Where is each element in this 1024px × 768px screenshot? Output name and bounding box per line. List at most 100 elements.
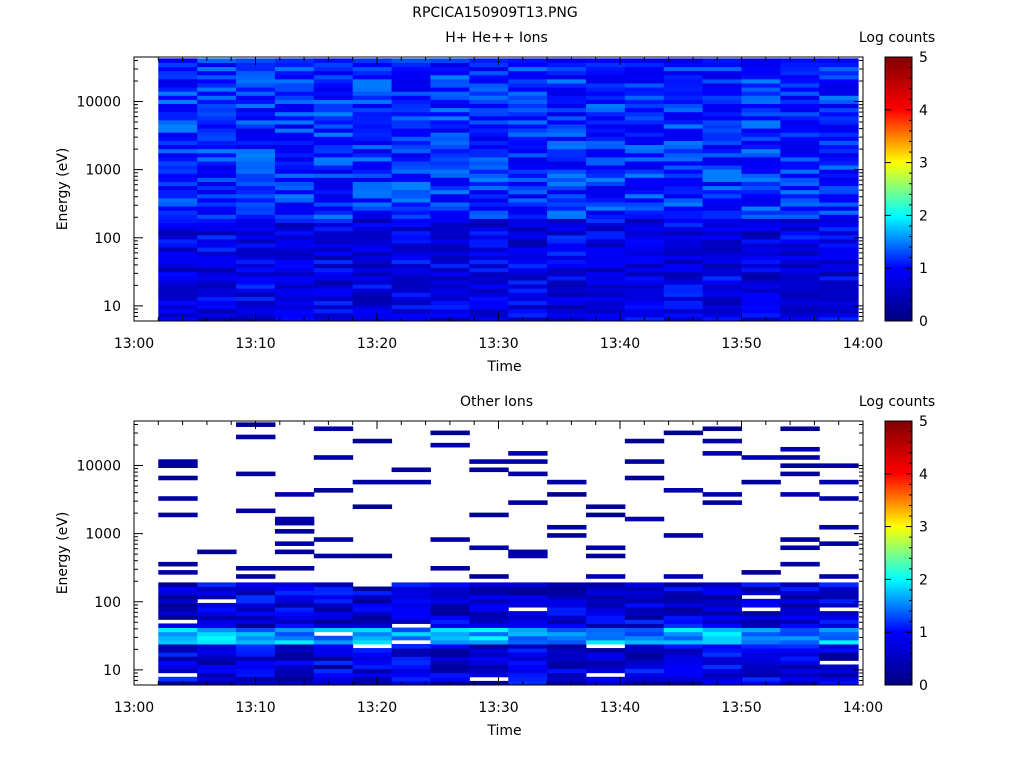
spectrogram-cell [508,234,548,240]
spectrogram-cell [624,78,665,84]
spectrogram-cell [469,271,509,277]
spectrogram-cell [780,623,820,629]
spectrogram-cell [741,656,781,661]
spectrogram-cell [236,271,276,277]
spectrogram-cell [585,132,626,137]
spectrogram-cell [391,91,431,96]
spectrogram-cell [702,598,742,604]
spectrogram-cell [547,173,587,178]
spectrogram-cell [469,664,509,670]
spectrogram-cell [508,251,548,256]
spectrogram-cell [508,181,548,187]
spectrogram-cell [352,218,393,223]
spectrogram-cell [313,66,354,72]
spectrogram-cell [469,230,509,236]
spectrogram-cell [585,652,626,657]
spectrogram-cell [741,87,781,92]
spectrogram-cell [508,132,548,137]
spectrogram-cell [585,91,626,96]
spectrogram-cell [313,234,354,240]
spectrogram-cell [819,279,859,285]
spectrogram-cell [547,652,587,657]
spectrogram-cell [236,615,276,620]
spectrogram-cell [430,668,470,674]
spectrogram-cell [197,144,237,150]
spectrogram-cell [197,288,237,293]
spectrogram-cell [585,259,626,265]
spectrogram-cell [391,78,431,84]
spectrogram-cell [197,95,237,100]
spectrogram-cell [547,275,587,281]
spectrogram-cell [352,479,393,485]
spectrogram-cell [430,243,470,248]
spectrogram-cell [197,91,237,96]
spectrogram-cell [741,627,781,633]
spectrogram-cell [547,304,587,310]
spectrogram-cell [352,58,393,63]
spectrogram-cell [585,222,626,228]
spectrogram-cell [585,230,626,236]
spectrogram-cell [469,308,509,314]
spectrogram-cell [313,259,354,265]
spectrogram-cell [274,119,315,125]
spectrogram-cell [391,169,431,174]
spectrogram-cell [585,304,626,310]
spectrogram-cell [197,218,237,223]
spectrogram-cell [508,288,548,293]
spectrogram-cell [274,173,315,178]
spectrogram-cell [663,177,704,182]
spectrogram-cell [702,124,742,129]
spectrogram-cell [663,218,704,223]
spectrogram-cell [547,210,587,215]
spectrogram-cell [702,111,742,117]
spectrogram-cell [624,247,665,252]
spectrogram-cell [508,292,548,297]
spectrogram-cell [508,627,548,633]
spectrogram-cell [702,582,742,587]
spectrogram-cell [663,226,704,232]
spectrogram-cell [313,169,354,174]
spectrogram-cell [313,177,354,182]
spectrogram-cell [547,267,587,273]
spectrogram-cell [585,189,626,195]
spectrogram-cell [819,463,859,468]
spectrogram-cell [391,181,431,187]
spectrogram-cell [585,238,626,244]
spectrogram-cell [158,70,198,76]
spectrogram-cell [352,226,393,232]
spectrogram-cell [624,234,665,240]
spectrogram-cell [274,197,315,203]
spectrogram-cell [313,111,354,117]
spectrogram-cell [508,160,548,166]
y-tick-label: 100 [94,595,121,611]
spectrogram-cell [624,119,665,125]
spectrogram-cell [585,594,626,600]
spectrogram-cell [819,144,859,150]
spectrogram-cell [741,238,781,244]
spectrogram-cell [702,451,742,456]
spectrogram-cell [741,189,781,195]
spectrogram-cell [819,185,859,191]
spectrogram-cell [585,152,626,158]
spectrogram-cell [197,590,237,596]
spectrogram-cell [274,136,315,141]
spectrogram-cell [663,124,704,129]
spectrogram-cell [702,222,742,228]
spectrogram-cell [819,652,859,657]
spectrogram-cell [274,549,315,555]
spectrogram-cell [741,255,781,260]
spectrogram-cell [430,201,470,207]
spectrogram-cell [469,582,509,587]
spectrogram-cell [158,680,198,686]
spectrogram-cell [780,308,820,314]
spectrogram-cell [624,70,665,76]
spectrogram-cell [780,676,820,682]
spectrogram-cell [158,95,198,100]
spectrogram-cell [819,292,859,297]
spectrogram-cell [663,103,704,109]
spectrogram-cell [236,607,276,612]
spectrogram-cell [352,664,393,670]
spectrogram-cell [819,62,859,68]
spectrogram-cell [819,676,859,682]
